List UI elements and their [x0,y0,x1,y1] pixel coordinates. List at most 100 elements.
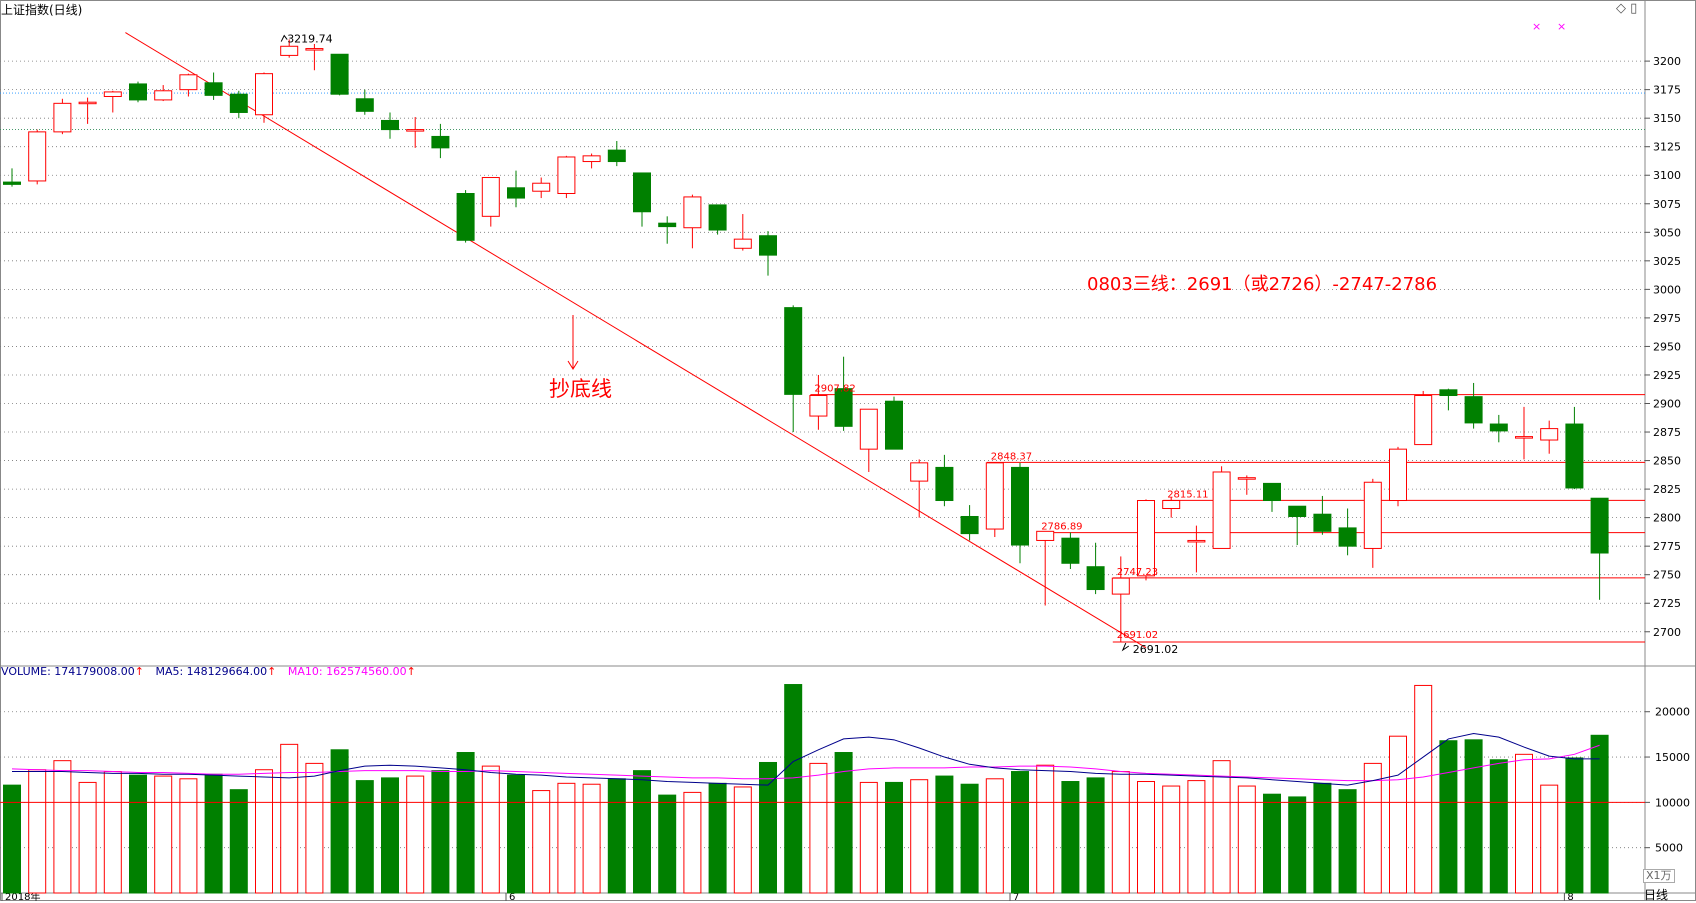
volume-bar-up [683,791,702,894]
candle-down [1590,497,1609,554]
volume-bar-down [507,774,525,894]
candle-down [1489,423,1508,432]
price-label: 2848.37 [991,451,1032,462]
volume-bar-down [1288,796,1307,894]
volume-tick-label: 20000 [1655,706,1690,719]
x-tick-label: 6 [509,892,515,901]
volume-bar-up [1414,684,1433,894]
volume-tick-label: 10000 [1655,796,1690,809]
period-label[interactable]: 日线 [1644,888,1669,902]
candle-up [481,177,500,217]
volume-bar-up [1111,771,1130,894]
candle-up [28,131,47,182]
volume-legend-volume: VOLUME: 174179008.00 [1,665,135,678]
price-tick-label: 2875 [1653,426,1681,439]
volume-bar-down [1338,789,1357,894]
candle-up [1137,500,1155,577]
candle-up [859,408,878,450]
candle-up [1389,448,1407,502]
price-tick-label: 3125 [1653,141,1681,154]
volume-ma5-line [12,732,1600,786]
volume-bar-down [1263,793,1281,894]
volume-bar-up [53,760,72,894]
volume-bar-down [1489,759,1508,894]
candle-up [1187,539,1206,543]
volume-bar-up [28,769,47,894]
volume-bar-up [103,771,122,894]
price-tick-label: 2850 [1653,455,1681,468]
candle-up [53,102,72,133]
price-label: 2786.89 [1041,522,1082,533]
volume-bar-up [1137,781,1155,894]
volume-bar-up [532,790,551,894]
candle-down [784,307,803,395]
candle-up [1162,500,1181,509]
volume-bar-up [859,781,878,894]
candle-down [355,98,374,112]
volume-unit-label: X1万 [1643,869,1675,883]
candle-down [885,400,903,450]
candle-up [280,45,299,56]
price-tick-label: 3075 [1653,198,1681,211]
candle-down [1464,396,1483,424]
candle-down [658,222,677,228]
candle-up [305,48,324,51]
volume-legend-ma5: MA5: 148129664.00 [155,665,268,678]
volume-bar-up [305,762,324,894]
price-tick-label: 2950 [1653,340,1681,353]
candle-up [154,90,173,101]
price-tick-label: 2925 [1653,369,1681,382]
volume-bar-down [784,684,803,894]
volume-bar-down [381,777,399,894]
candle-down [229,93,248,113]
annotation-arrow-head [567,360,579,370]
volume-tick-label: 15000 [1655,751,1690,764]
candle-down [330,53,349,95]
volume-legend-ma10: MA10: 162574560.00 [287,665,407,678]
volume-bar-down [1313,782,1332,894]
candle-down [708,204,727,231]
price-tick-label: 2700 [1653,626,1681,639]
volume-legend: VOLUME: 174179008.00↑ MA5: 148129664.00↑… [1,665,416,678]
price-tick-label: 3000 [1653,283,1681,296]
price-tick-label: 2750 [1653,569,1681,582]
price-tick-label: 2900 [1653,398,1681,411]
price-label: 2815.11 [1167,489,1208,500]
volume-bar-down [330,749,349,894]
volume-bar-down [960,783,979,894]
candle-down [960,515,979,535]
volume-bar-down [1464,739,1483,894]
volume-bar-down [229,789,248,894]
volume-ma10-line [11,744,1600,782]
volume-bar-up [406,775,425,894]
magenta-marker: × [1532,20,1541,33]
volume-bar-up [557,782,576,894]
volume-bar-down [708,782,727,894]
candle-up [733,238,752,249]
candle-down [633,172,651,213]
candle-up [1363,481,1382,549]
volume-bar-down [633,770,651,894]
volume-bar-down [885,781,903,894]
volume-bar-down [431,770,450,894]
price-label-low: 2691.02 [1133,643,1179,656]
candle-up [1237,477,1256,480]
price-label-low-red: 2691.02 [1117,630,1158,641]
magenta-marker: × [1557,20,1566,33]
price-tick-label: 2975 [1653,312,1681,325]
volume-bar-up [582,783,601,894]
price-tick-label: 2825 [1653,483,1681,496]
candle-up [683,196,702,229]
candle-down [507,187,525,199]
volume-bar-down [935,775,954,894]
volume-bar-up [1540,784,1559,894]
price-tick-label: 2800 [1653,512,1681,525]
price-tick-label: 3050 [1653,226,1681,239]
price-tick-label: 2775 [1653,540,1681,553]
candle-down [1263,482,1281,502]
volume-bar-down [1086,777,1105,894]
candle-up [179,74,198,91]
volume-bar-up [154,775,173,894]
window-controls[interactable]: ◇ ▯ [1616,1,1638,16]
candle-up [582,155,601,163]
